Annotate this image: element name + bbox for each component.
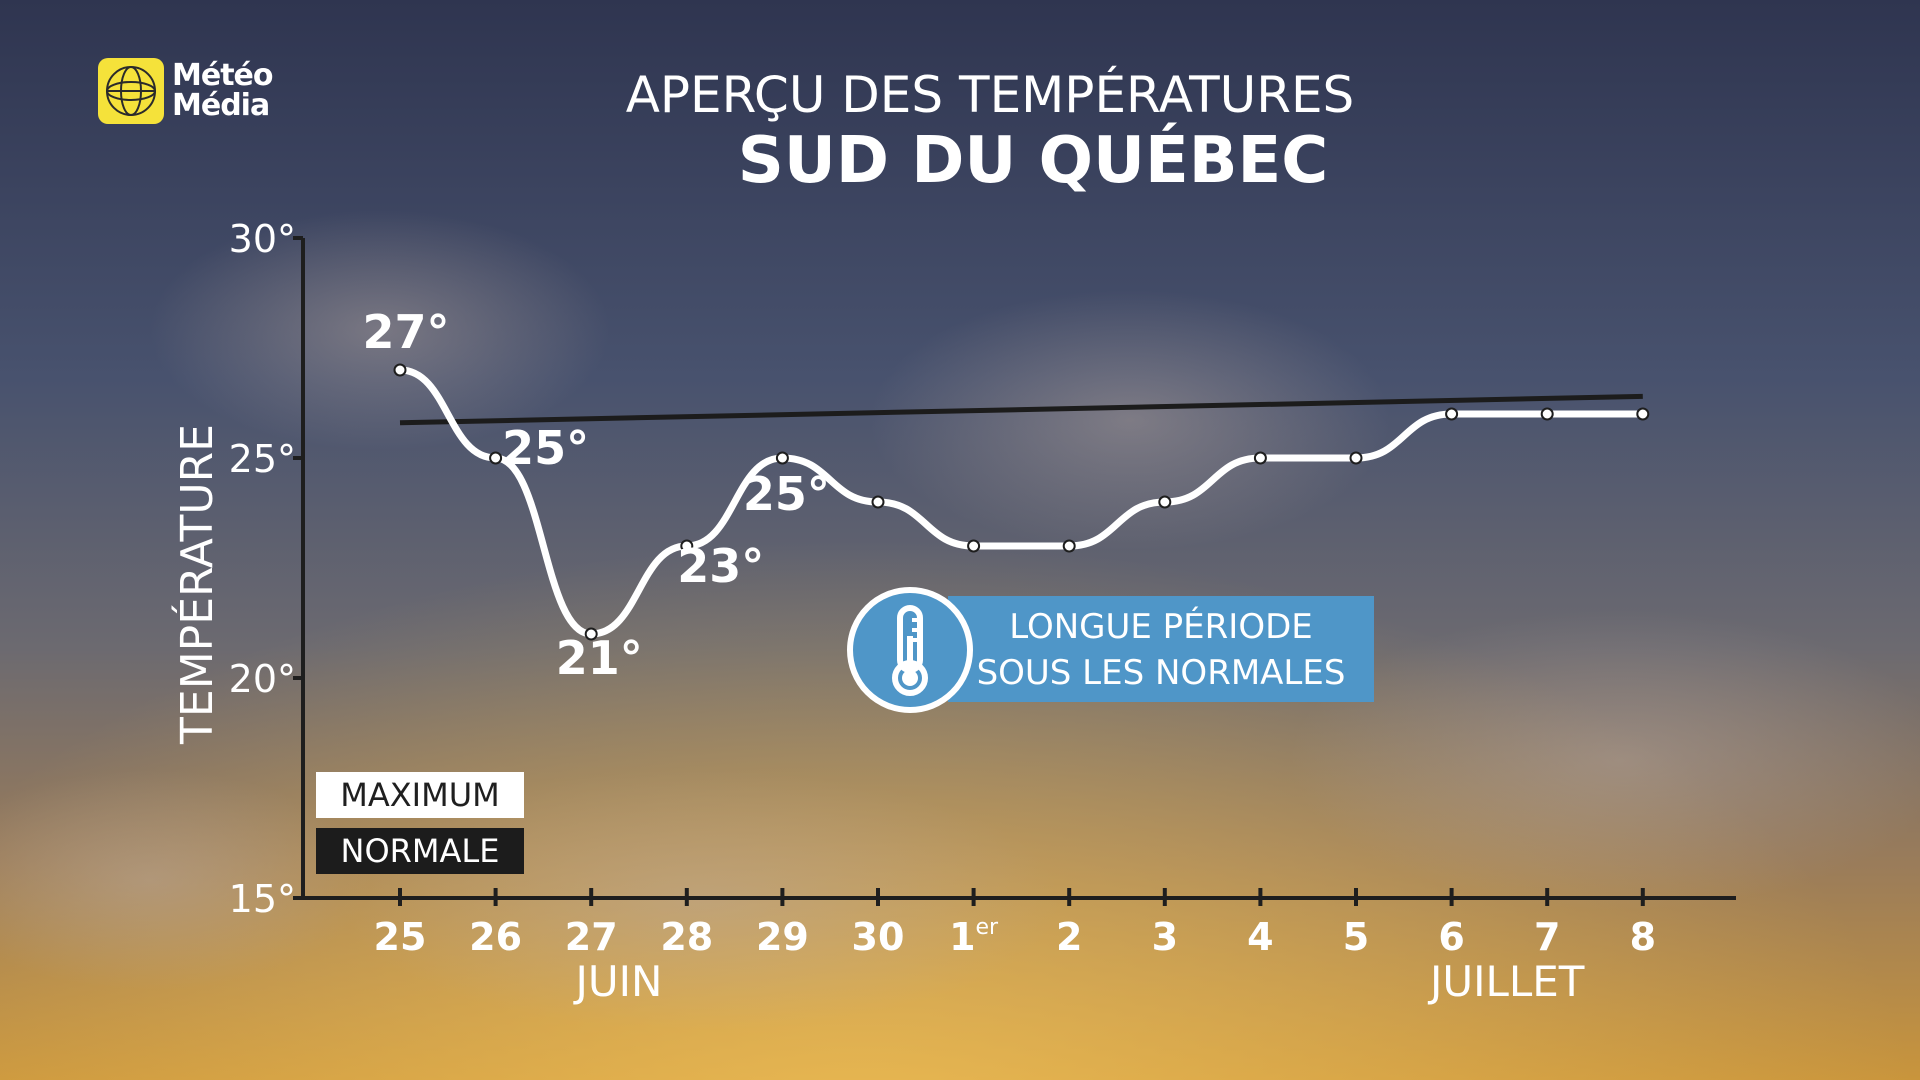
cloud xyxy=(1290,610,1920,910)
y-tick-label: 25° xyxy=(229,437,296,481)
callout-line1: LONGUE PÉRIODE xyxy=(1009,607,1313,647)
month-label: JUIN xyxy=(573,957,663,1006)
data-label: 27° xyxy=(362,305,449,359)
x-tick-label: 6 xyxy=(1438,915,1464,959)
y-tick-label: 15° xyxy=(229,877,296,921)
data-label: 25° xyxy=(502,421,589,475)
legend-normal: NORMALE xyxy=(316,828,524,874)
maximum-line xyxy=(396,366,1647,638)
y-axis-title: TEMPÉRATURE xyxy=(170,424,223,745)
meteomedia-logo: Météo Média xyxy=(98,58,273,124)
maximum-point xyxy=(1349,451,1363,465)
y-tick-label: 20° xyxy=(229,657,296,701)
x-tick-label: 4 xyxy=(1247,915,1273,959)
data-label: 21° xyxy=(556,631,643,685)
x-tick-label: 30 xyxy=(852,915,905,959)
y-tick-label: 30° xyxy=(229,217,296,261)
x-tick-label: 25 xyxy=(374,915,427,959)
cloud xyxy=(150,210,610,450)
maximum-point xyxy=(775,451,789,465)
maximum-point xyxy=(967,539,981,553)
maximum-point xyxy=(680,539,694,553)
normal-line xyxy=(399,393,1643,426)
x-tick-label: 28 xyxy=(660,915,713,959)
cloud xyxy=(0,770,370,990)
x-tick-label: 27 xyxy=(565,915,618,959)
maximum-point xyxy=(1445,407,1459,421)
callout-line2: SOUS LES NORMALES xyxy=(976,653,1346,693)
data-label: 23° xyxy=(677,539,764,593)
maximum-point xyxy=(1540,407,1554,421)
x-tick-label: 29 xyxy=(756,915,809,959)
x-tick-label: 26 xyxy=(469,915,522,959)
legend-maximum: MAXIMUM xyxy=(316,772,524,818)
maximum-point xyxy=(1636,407,1650,421)
logo-text: Météo Média xyxy=(172,61,273,121)
maximum-point xyxy=(489,451,503,465)
maximum-point xyxy=(584,627,598,641)
x-tick-label: 5 xyxy=(1343,915,1369,959)
cloud xyxy=(870,290,1390,550)
maximum-point xyxy=(1062,539,1076,553)
x-tick-label: 1er xyxy=(949,915,999,959)
globe-icon xyxy=(98,58,164,124)
x-tick-label: 2 xyxy=(1056,915,1082,959)
x-tick-label: 8 xyxy=(1630,915,1656,959)
maximum-point xyxy=(1158,495,1172,509)
chart-subtitle: SUD DU QUÉBEC xyxy=(737,124,1329,198)
thermometer-icon xyxy=(847,587,973,713)
x-tick-label: 7 xyxy=(1534,915,1560,959)
data-label: 25° xyxy=(743,467,830,521)
logo-line2: Média xyxy=(172,88,270,123)
maximum-point xyxy=(393,363,407,377)
below-normal-callout: LONGUE PÉRIODE SOUS LES NORMALES xyxy=(948,596,1374,702)
logo-line1: Météo xyxy=(172,58,273,93)
maximum-point xyxy=(871,495,885,509)
month-label: JUILLET xyxy=(1427,957,1585,1006)
maximum-point xyxy=(1253,451,1267,465)
x-tick-label: 3 xyxy=(1152,915,1178,959)
chart-title: APERÇU DES TEMPÉRATURES xyxy=(625,66,1355,124)
